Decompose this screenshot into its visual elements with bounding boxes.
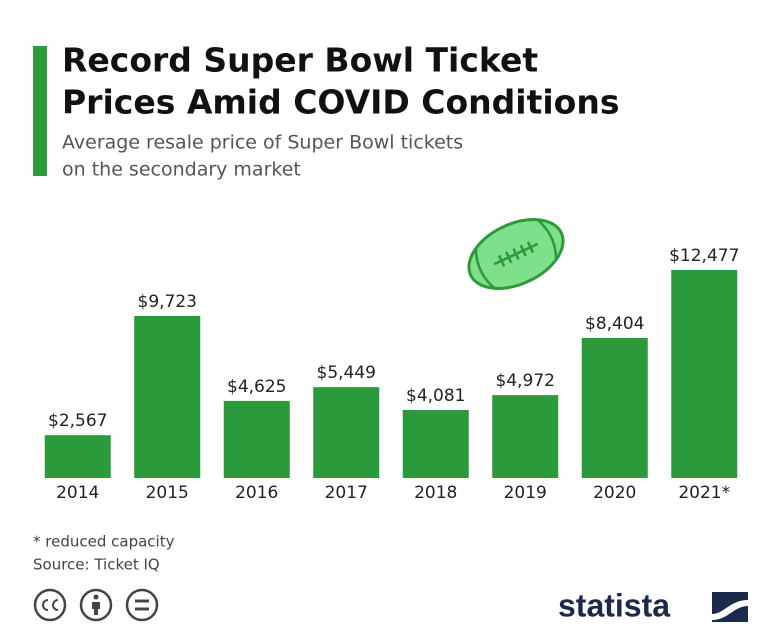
bar bbox=[403, 410, 469, 478]
value-label: $2,567 bbox=[48, 411, 107, 431]
bar bbox=[671, 270, 737, 478]
chart-title: Record Super Bowl Ticket bbox=[62, 41, 538, 80]
value-label: $4,972 bbox=[496, 371, 555, 391]
brand-icon bbox=[712, 592, 748, 622]
value-label: $8,404 bbox=[585, 314, 644, 334]
value-label: $9,723 bbox=[138, 292, 197, 312]
bar bbox=[134, 316, 200, 478]
bar bbox=[582, 338, 648, 478]
x-tick-label: 2017 bbox=[325, 483, 368, 503]
x-tick-label: 2015 bbox=[146, 483, 189, 503]
x-tick-label: 2021* bbox=[678, 483, 730, 503]
brand-logo: statista bbox=[558, 587, 670, 623]
bar bbox=[313, 387, 379, 478]
x-tick-label: 2018 bbox=[414, 483, 457, 503]
value-label: $4,625 bbox=[227, 377, 286, 397]
chart: Record Super Bowl Ticket Prices Amid COV… bbox=[0, 0, 759, 635]
bar bbox=[45, 435, 111, 478]
bar bbox=[492, 395, 558, 478]
bar bbox=[224, 401, 290, 478]
value-label: $4,081 bbox=[406, 386, 465, 406]
value-label: $12,477 bbox=[669, 246, 739, 266]
footnote: * reduced capacity bbox=[33, 533, 175, 551]
chart-subtitle: on the secondary market bbox=[62, 159, 301, 181]
value-label: $5,449 bbox=[317, 363, 376, 383]
chart-subtitle: Average resale price of Super Bowl ticke… bbox=[62, 132, 463, 154]
x-tick-label: 2016 bbox=[235, 483, 278, 503]
chart-title: Prices Amid COVID Conditions bbox=[62, 83, 620, 122]
source: Source: Ticket IQ bbox=[33, 556, 160, 574]
x-tick-label: 2014 bbox=[56, 483, 99, 503]
x-tick-label: 2020 bbox=[593, 483, 636, 503]
title-accent bbox=[33, 46, 47, 176]
x-tick-label: 2019 bbox=[504, 483, 547, 503]
